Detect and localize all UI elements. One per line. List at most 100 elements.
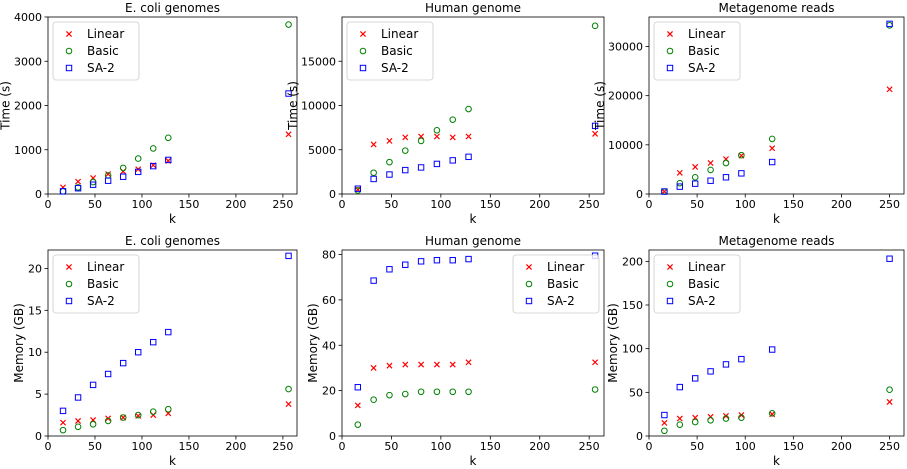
x-tick-label: 250 — [579, 440, 600, 453]
legend-label: SA-2 — [87, 294, 115, 308]
data-point — [886, 86, 893, 93]
data-point — [370, 175, 377, 183]
legend-marker — [525, 297, 533, 305]
series-basic — [354, 386, 599, 428]
data-point — [89, 181, 97, 188]
data-point — [370, 169, 377, 177]
data-point — [164, 134, 172, 142]
legend-label: Linear — [688, 260, 725, 274]
legend-label: Basic — [381, 44, 413, 58]
data-point — [886, 386, 893, 394]
data-point — [104, 370, 112, 378]
x-tick-label: 200 — [529, 440, 550, 453]
data-point — [165, 328, 172, 336]
legend: Linear Basic SA-2 — [346, 21, 434, 81]
x-tick-label: 200 — [831, 440, 852, 453]
data-point — [285, 131, 292, 138]
data-point — [165, 156, 172, 164]
y-tick-label: 5000 — [308, 144, 336, 157]
data-point — [738, 151, 745, 159]
chart-panel-6: Metagenome reads 0 50 100 150 200 250 0 50 100 150… — [606, 234, 905, 468]
data-point — [75, 417, 82, 424]
data-point — [354, 185, 362, 192]
x-tick-label: 200 — [225, 198, 246, 211]
x-tick-label: 250 — [879, 440, 900, 453]
axes-frame — [648, 16, 905, 195]
data-point — [676, 421, 684, 428]
data-point — [722, 361, 730, 368]
legend-marker — [666, 263, 674, 271]
y-tick-label: 100 — [622, 343, 643, 356]
data-point — [433, 126, 441, 134]
chart-title: Human genome — [425, 1, 521, 15]
data-point — [417, 388, 425, 396]
data-point — [886, 398, 893, 405]
x-tick-label: 150 — [480, 198, 501, 211]
data-point — [354, 187, 362, 194]
y-tick-label: 2000 — [14, 100, 42, 113]
y-tick-label: 15 — [28, 304, 42, 317]
chart-title: E. coli genomes — [125, 234, 220, 248]
legend-marker — [666, 280, 674, 288]
chart-panel-2: Human genome 0 50 100 150 200 250 0 5000 10000 150… — [286, 1, 605, 226]
legend-label: Linear — [87, 260, 124, 274]
data-point — [59, 407, 67, 415]
x-tick-label: 150 — [783, 198, 804, 211]
series-linear — [354, 130, 599, 193]
data-point — [60, 419, 67, 426]
y-axis-label: Memory (GB) — [12, 303, 26, 383]
x-tick-label: 150 — [480, 440, 501, 453]
series-sa-2 — [354, 122, 599, 192]
x-tick-label: 200 — [529, 198, 550, 211]
data-point — [465, 388, 472, 396]
data-point — [370, 141, 377, 148]
chart-title: Metagenome reads — [719, 1, 835, 15]
legend-marker — [65, 297, 73, 305]
x-tick-label: 100 — [430, 198, 451, 211]
x-tick-label: 200 — [225, 440, 246, 453]
x-tick-label: 50 — [690, 440, 704, 453]
legend-box — [52, 21, 140, 81]
data-point — [722, 159, 730, 167]
data-point — [738, 414, 745, 421]
y-tick-label: 15000 — [301, 55, 336, 68]
legend-marker — [65, 280, 73, 288]
legend-label: Basic — [688, 44, 720, 58]
y-tick-label: 0 — [35, 430, 42, 443]
legend: Linear Basic SA-2 — [52, 254, 140, 314]
data-point — [886, 20, 893, 28]
chart-title: Human genome — [425, 234, 521, 248]
data-point — [89, 420, 97, 428]
y-tick-label: 0 — [329, 188, 336, 201]
x-axis-label: k — [470, 454, 477, 468]
legend-label: SA-2 — [688, 294, 716, 308]
data-point — [722, 415, 730, 422]
data-point — [74, 185, 82, 192]
data-point — [676, 183, 683, 190]
data-point — [150, 162, 157, 170]
data-point — [402, 261, 409, 268]
data-point — [768, 346, 776, 353]
data-point — [433, 160, 441, 168]
series-sa-2 — [661, 20, 893, 195]
legend: Linear Basic SA-2 — [52, 21, 140, 81]
legend-label: Basic — [547, 277, 579, 291]
y-axis-label: Time (s) — [593, 81, 607, 131]
data-point — [74, 394, 82, 401]
x-tick-label: 250 — [579, 198, 600, 211]
x-tick-label: 200 — [831, 198, 852, 211]
data-point — [691, 418, 699, 426]
data-point — [691, 173, 699, 181]
data-point — [119, 173, 127, 180]
y-tick-label: 0 — [329, 430, 336, 443]
data-point — [707, 416, 714, 424]
x-axis-label: k — [169, 454, 176, 468]
series-linear — [60, 131, 292, 191]
data-point — [386, 171, 393, 178]
legend: Linear Basic SA-2 — [653, 254, 741, 314]
y-axis-label: Time (s) — [0, 81, 13, 131]
chart-panel-4: E. coli genomes 0 50 100 150 200 250 0 5 10 15 20 k M… — [12, 234, 298, 468]
data-point — [74, 423, 82, 431]
data-point — [386, 137, 393, 144]
